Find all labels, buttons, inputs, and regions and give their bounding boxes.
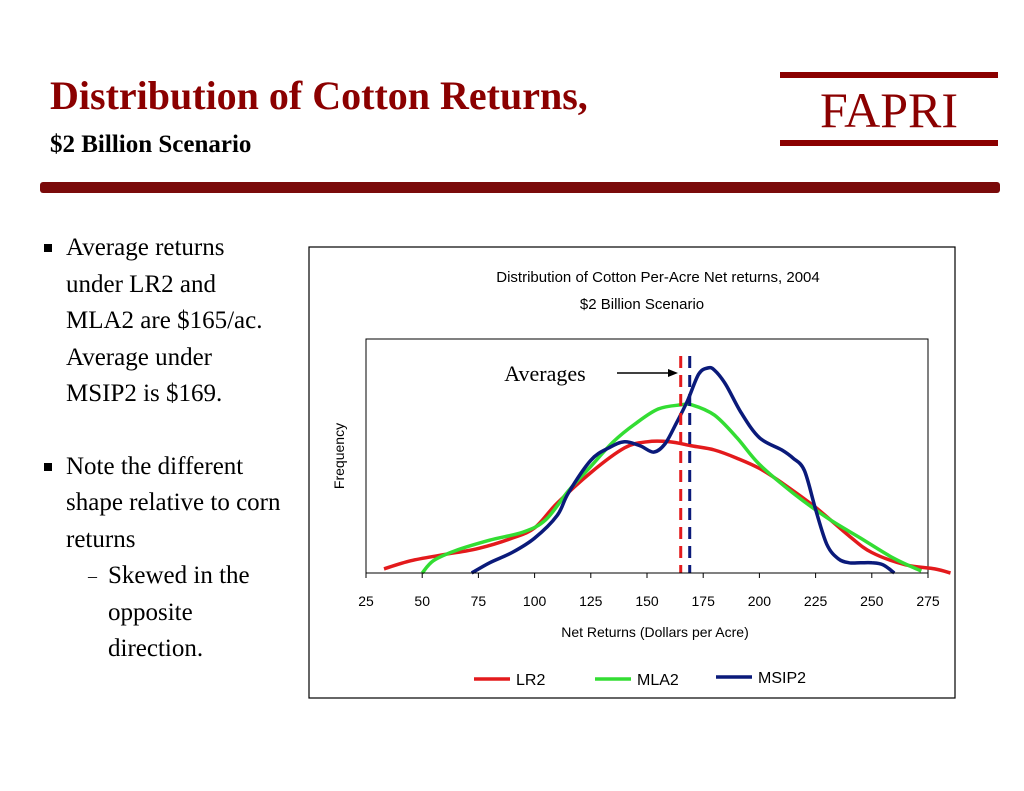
x-tick-label: 200: [748, 593, 772, 609]
dash-icon: –: [88, 566, 97, 586]
averages-arrow-head-icon: [668, 369, 678, 377]
x-tick-label: 150: [635, 593, 659, 609]
sub-bullet-item: – Skewed in the opposite direction.: [44, 558, 284, 668]
legend-label-msip2: MSIP2: [758, 670, 806, 687]
x-tick-label: 50: [414, 593, 430, 609]
x-tick-label: 75: [471, 593, 487, 609]
logo-top-bar: [780, 72, 998, 78]
x-tick-label: 225: [804, 593, 828, 609]
averages-annotation: Averages: [504, 361, 585, 386]
bullet-item: Average returns under LR2 and MLA2 are $…: [44, 230, 284, 413]
chart-legend: LR2 MLA2 MSIP2: [474, 670, 806, 689]
fapri-logo: FAPRI: [780, 72, 998, 148]
bullet-text: Note the different shape relative to cor…: [66, 452, 281, 553]
logo-text: FAPRI: [819, 82, 958, 138]
y-axis-label: Frequency: [331, 423, 347, 489]
bullet-text: Average returns under LR2 and MLA2 are $…: [66, 234, 263, 407]
slide-title: Distribution of Cotton Returns,: [50, 73, 588, 118]
slide-subtitle: $2 Billion Scenario: [50, 131, 252, 158]
series-line-msip2: [470, 365, 896, 575]
chart-subtitle: $2 Billion Scenario: [580, 296, 704, 313]
logo-bottom-bar: [780, 140, 998, 146]
x-tick-label: 25: [358, 593, 374, 609]
chart-frame: [308, 246, 956, 699]
bullet-square-icon: [44, 462, 52, 471]
x-tick-label: 275: [916, 593, 940, 609]
x-tick-label: 100: [523, 593, 547, 609]
sub-bullet-text: Skewed in the opposite direction.: [108, 562, 250, 662]
x-tick-label: 125: [579, 593, 603, 609]
chart-title: Distribution of Cotton Per-Acre Net retu…: [496, 269, 819, 286]
bullet-square-icon: [44, 244, 52, 252]
legend-label-mla2: MLA2: [637, 672, 679, 689]
x-tick-label: 250: [860, 593, 884, 609]
x-axis-label: Net Returns (Dollars per Acre): [561, 624, 749, 640]
average-lines: [679, 356, 692, 573]
x-tick-label: 175: [692, 593, 716, 609]
x-axis-ticks: 25 50 75 100 125 150 175 200 225 250 275: [358, 573, 940, 609]
title-divider: [40, 182, 1000, 193]
bullet-list: Average returns under LR2 and MLA2 are $…: [44, 230, 284, 668]
legend-label-lr2: LR2: [516, 672, 545, 689]
bullet-item: Note the different shape relative to cor…: [44, 449, 284, 559]
